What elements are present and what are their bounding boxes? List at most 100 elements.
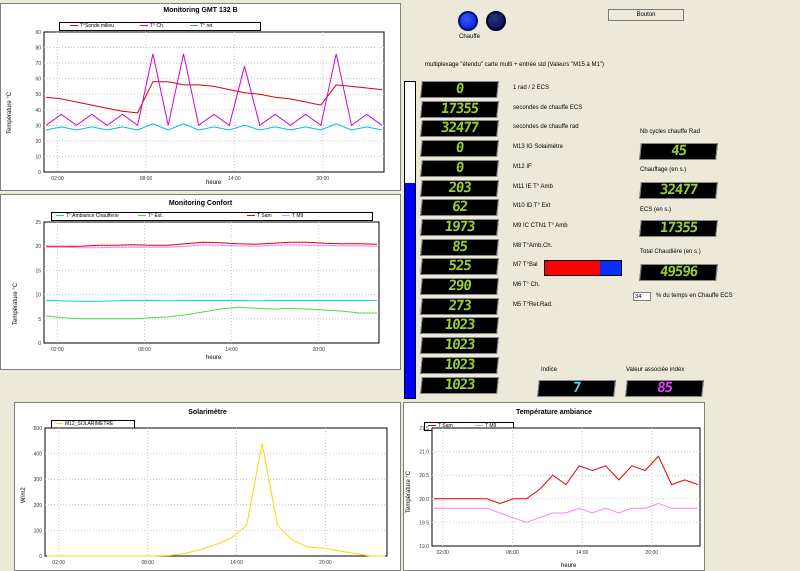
mux-display: 1023	[420, 337, 499, 355]
mux-display: 525	[420, 258, 499, 276]
mux-header: multiplexage "étendu" carte multi + entr…	[425, 62, 604, 68]
total-label: Total Chaudière (en s.)	[640, 249, 701, 255]
chart-svg: 90 80 70 60 50 40 30 20 10 0 02:00 08:00 14:00 20:00	[35, 30, 385, 182]
y-axis-label: Température °C	[406, 470, 412, 513]
chart-legend: T° Ambiance Chaufferie T° Ext. T Sam T M…	[51, 212, 373, 221]
x-tick-label: 14:00	[228, 176, 241, 182]
plot-area	[44, 427, 388, 557]
legend-item: M12_SOLARIMETRE	[55, 421, 113, 428]
x-tick-label: 02:00	[51, 347, 64, 353]
mux-display: 32477	[420, 120, 499, 138]
mux-row-label: 1 rad / 2 ECS	[513, 85, 550, 91]
series-line	[45, 306, 377, 320]
mux-row-label: secondes de chauffe ECS	[513, 104, 583, 111]
y-axis-label: Température °C	[7, 91, 13, 134]
chart-title: Monitoring GMT 132 B	[163, 7, 238, 14]
chart-svg: 21.5 21.0 20.5 20.0 19.5 19.0 02:00 08:00 14:00 2…	[419, 426, 701, 556]
y-tick-label: 400	[34, 452, 43, 458]
x-tick-label: 14:00	[576, 550, 589, 556]
legend-item: T M9	[475, 423, 496, 430]
mux-display: 1023	[420, 356, 499, 374]
x-axis-label: heure	[561, 563, 577, 569]
x-tick-label: 14:00	[230, 560, 243, 566]
y-tick-label: 19.0	[419, 544, 429, 550]
y-tick-label: 100	[34, 528, 43, 534]
legend-item: T°Sonde milieu	[70, 23, 114, 30]
y-tick-label: 20	[35, 244, 41, 250]
mux-display: 17355	[420, 100, 499, 118]
chart-svg: 500 400 300 200 100 0 02:00 08:00 14:00 20:00	[34, 426, 388, 566]
series-line	[45, 123, 383, 131]
x-tick-label: 08:00	[506, 550, 519, 556]
chart-title: Monitoring Confort	[168, 200, 233, 207]
monitoring-gmt-panel: Monitoring GMT 132 B T°Sonde milieu T° C…	[0, 3, 401, 191]
mux-display: 0	[420, 81, 499, 98]
y-tick-label: 0	[39, 554, 42, 560]
y-tick-label: 60	[35, 77, 41, 83]
y-tick-label: 90	[35, 30, 41, 36]
pct-ecs-label: % du temps en Chauffe ECS	[656, 293, 733, 299]
chauffe-indicator-1[interactable]	[458, 11, 478, 31]
series-line	[434, 455, 699, 505]
mux-display: 85	[420, 238, 499, 256]
chauffe-indicator-2[interactable]	[486, 11, 506, 31]
y-tick-label: 500	[34, 426, 43, 432]
mux-display: 0	[420, 159, 499, 177]
series-line	[46, 241, 378, 247]
y-tick-label: 19.5	[419, 520, 429, 526]
mux-row-label: M12 IF	[513, 163, 532, 170]
series-line	[45, 299, 377, 302]
x-tick-label: 08:00	[138, 347, 151, 353]
total-display: 49596	[639, 264, 718, 281]
legend-item: T° ret.	[190, 23, 214, 30]
y-axis-label: W/m2	[21, 487, 27, 503]
chart-title: Solarimètre	[188, 409, 227, 416]
y-tick-label: 25	[35, 220, 41, 226]
legend-item: T M9	[282, 213, 303, 220]
mux-row-label: M9 IC CTN1 T° Amb	[513, 222, 568, 229]
solarimetre-panel: Solarimètre M12_SOLARIMETRE 500 400 300 200…	[14, 402, 401, 571]
monitoring-confort-panel: Monitoring Confort T° Ambiance Chaufferi…	[0, 194, 401, 370]
balloon-temp-bar	[544, 260, 622, 276]
mux-row-label: M6 T° Ch.	[513, 282, 540, 288]
x-tick-label: 14:00	[225, 347, 238, 353]
mux-display: 1973	[420, 218, 499, 236]
mux-row-label: M8 T°Amb.Ch.	[513, 242, 553, 249]
y-tick-label: 80	[35, 46, 41, 52]
plot-area	[43, 221, 380, 344]
y-tick-label: 0	[38, 341, 41, 347]
legend-item: T° Ch.	[140, 23, 164, 30]
temperature-ambiance-panel: Température ambiance T Sam T M9 21.5 21.0…	[403, 402, 705, 571]
mux-row-label: secondes de chauffe rad	[513, 124, 579, 131]
mux-row-label: M13 IG Solaimètre	[513, 144, 564, 151]
mux-display: 273	[420, 297, 499, 315]
legend-item: T Sam	[428, 423, 453, 430]
y-tick-label: 30	[35, 123, 41, 129]
y-tick-label: 20	[35, 139, 41, 145]
mux-row-label: M7 T°Bal	[513, 262, 538, 269]
mux-display: 62	[420, 199, 499, 217]
chauffe-label: Chauffe	[459, 34, 480, 40]
y-tick-label: 20.5	[419, 473, 429, 479]
plot-area	[431, 427, 701, 547]
valeur-display: 85	[625, 380, 704, 397]
chart-title: Température ambiance	[515, 409, 593, 416]
series-line	[45, 53, 383, 127]
chart-svg: 25 20 15 10 5 0 02:00 08:00 14:00 20:00	[35, 220, 380, 353]
x-tick-label: 20:00	[317, 176, 330, 182]
y-tick-label: 21.5	[419, 426, 429, 432]
valeur-label: Valeur associée index	[626, 367, 685, 373]
nb-cycles-label: Nb cycles chauffe Rad	[640, 129, 700, 135]
plot-area	[43, 31, 385, 173]
nb-cycles-display: 45	[639, 143, 718, 160]
series-line	[47, 443, 385, 557]
mux-display: 203	[420, 179, 499, 197]
mux-display: 290	[420, 278, 499, 295]
y-tick-label: 0	[38, 170, 41, 176]
y-tick-label: 200	[34, 503, 43, 509]
pct-ecs-input[interactable]	[633, 292, 651, 301]
bouton-button[interactable]: Bouton	[608, 9, 684, 21]
tank-level-fill	[405, 183, 415, 398]
legend-item: T Sam	[247, 213, 272, 220]
series-line	[434, 502, 698, 523]
